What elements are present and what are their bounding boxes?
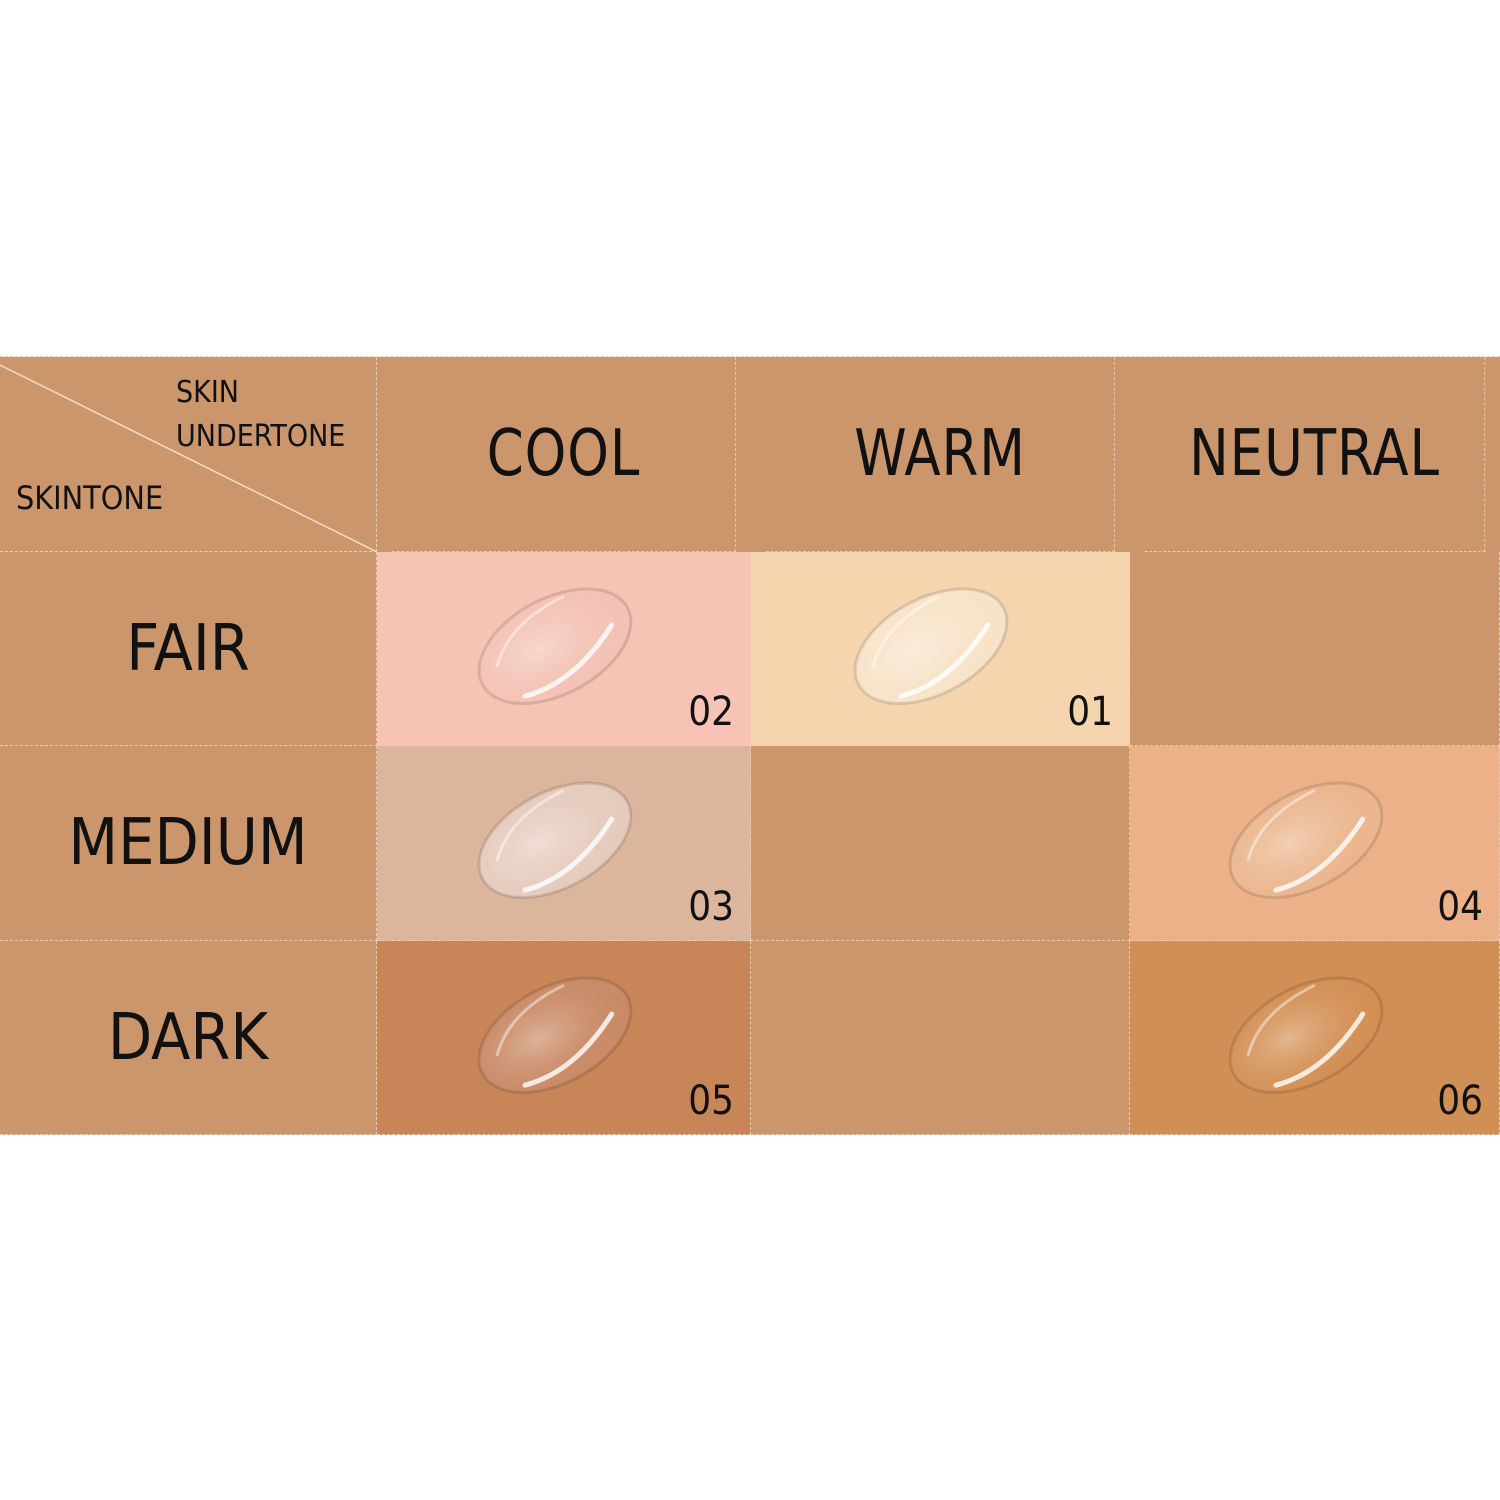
shade-swatch	[477, 586, 632, 705]
shade-cell-01: 01	[751, 552, 1130, 746]
row-header-medium: MEDIUM	[0, 746, 377, 941]
shade-cell-03: 03	[377, 746, 751, 941]
shade-number: 05	[688, 1078, 734, 1124]
shade-number: 01	[1067, 689, 1113, 735]
column-axis-label-line1: SKIN	[176, 375, 239, 410]
shade-swatch	[853, 586, 1009, 705]
column-header-warm: WARM	[766, 357, 1115, 552]
table-top-border	[0, 356, 1500, 357]
column-axis-label-line2: UNDERTONE	[176, 419, 346, 454]
shade-number: 04	[1437, 884, 1483, 930]
shade-cell-05: 05	[377, 941, 751, 1135]
shade-matrix: SKIN UNDERTONE SKINTONE COOL WARM NEUTRAL…	[0, 357, 1500, 1135]
empty-cell	[751, 746, 1130, 941]
column-header-neutral: NEUTRAL	[1144, 357, 1486, 552]
row-header-dark: DARK	[0, 941, 377, 1135]
shade-swatch	[1228, 781, 1383, 899]
diagonal-divider	[0, 364, 377, 552]
corner-header-cell: SKIN UNDERTONE SKINTONE	[0, 357, 377, 552]
empty-cell	[1130, 552, 1500, 746]
column-axis-label: SKIN UNDERTONE	[176, 371, 345, 459]
shade-number: 02	[688, 689, 734, 735]
row-header-fair: FAIR	[0, 552, 377, 746]
shade-swatch	[477, 975, 632, 1094]
empty-cell	[751, 941, 1130, 1135]
row-axis-label: SKINTONE	[16, 479, 164, 517]
shade-swatch	[1228, 975, 1383, 1094]
shade-cell-02: 02	[377, 552, 751, 746]
shade-cell-04: 04	[1130, 746, 1500, 941]
column-header-cool: COOL	[391, 357, 737, 552]
shade-cell-06: 06	[1130, 941, 1500, 1135]
shade-swatch	[477, 781, 632, 899]
shade-number: 03	[688, 884, 734, 930]
shade-number: 06	[1437, 1078, 1483, 1124]
